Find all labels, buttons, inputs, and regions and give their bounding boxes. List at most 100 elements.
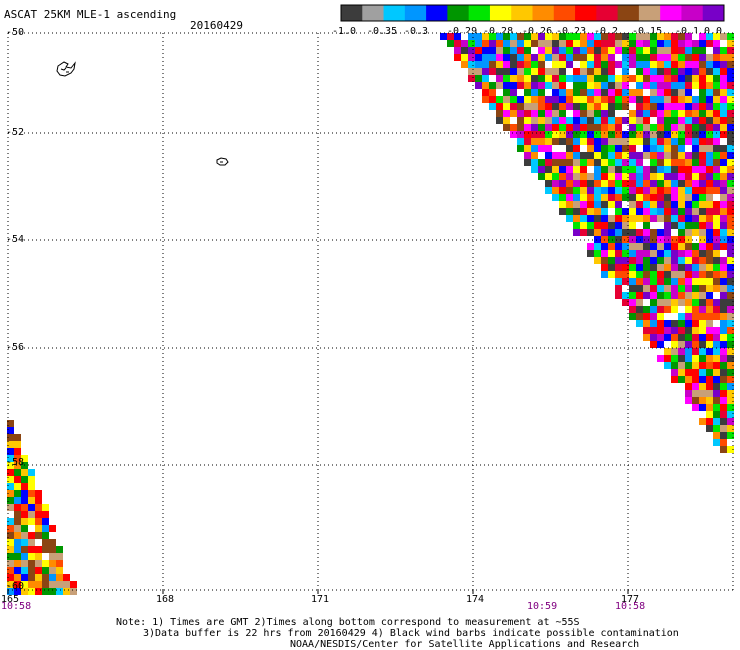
swath-cell (629, 306, 636, 313)
swath-cell (657, 33, 664, 40)
swath-cell (650, 138, 657, 145)
lat-label: -52 (6, 127, 25, 138)
swath-cell (496, 117, 503, 124)
swath-cell (608, 236, 615, 243)
swath-cell (594, 82, 601, 89)
swath-cell (650, 33, 657, 40)
swath-cell (643, 299, 650, 306)
swath-cell (545, 40, 552, 47)
swath-cell (650, 173, 657, 180)
swath-cell (503, 117, 510, 124)
swath-cell (28, 581, 35, 588)
swath-cell (664, 355, 671, 362)
swath-cell (678, 292, 685, 299)
swath-cell (42, 511, 49, 518)
swath-cell (685, 96, 692, 103)
swath-cell (713, 33, 720, 40)
chart-title: ASCAT 25KM MLE-1 ascending (4, 8, 177, 21)
swath-cell (42, 560, 49, 567)
swath-cell (713, 390, 720, 397)
swath-cell (727, 390, 734, 397)
swath-cell (608, 61, 615, 68)
swath-cell (503, 75, 510, 82)
swath-cell (678, 152, 685, 159)
swath-cell (650, 208, 657, 215)
swath-cell (629, 313, 636, 320)
swath-cell (699, 404, 706, 411)
swath-cell (657, 264, 664, 271)
swath-cell (706, 124, 713, 131)
swath-cell (664, 54, 671, 61)
swath-cell (482, 47, 489, 54)
swath-cell (685, 271, 692, 278)
swath-cell (622, 61, 629, 68)
swath-cell (678, 54, 685, 61)
swath-cell (643, 201, 650, 208)
swath-cell (727, 236, 734, 243)
swath-cell (685, 292, 692, 299)
swath-cell (517, 96, 524, 103)
swath-cell (692, 194, 699, 201)
swath-cell (636, 159, 643, 166)
swath-cell (573, 68, 580, 75)
swath-cell (28, 567, 35, 574)
swath-cell (524, 96, 531, 103)
swath-cell (615, 75, 622, 82)
swath-cell (664, 166, 671, 173)
swath-cell (671, 299, 678, 306)
swath-cell (706, 236, 713, 243)
swath-cell (657, 187, 664, 194)
swath-cell (524, 89, 531, 96)
swath-cell (664, 68, 671, 75)
swath-cell (643, 124, 650, 131)
swath-cell (720, 404, 727, 411)
swath-cell (622, 103, 629, 110)
swath-cell (699, 243, 706, 250)
swath-cell (657, 229, 664, 236)
swath-cell (636, 222, 643, 229)
swath-cell (482, 75, 489, 82)
swath-cell (42, 553, 49, 560)
swath-cell (657, 341, 664, 348)
swath-cell (713, 334, 720, 341)
swath-cell (678, 110, 685, 117)
swath-cell (531, 75, 538, 82)
colorbar-swatch (362, 5, 384, 21)
swath-cell (461, 33, 468, 40)
swath-cell (608, 47, 615, 54)
swath-cell (517, 75, 524, 82)
swath-cell (650, 264, 657, 271)
swath-cell (685, 89, 692, 96)
swath-cell (678, 306, 685, 313)
swath-cell (545, 173, 552, 180)
swath-cell (636, 285, 643, 292)
swath-cell (594, 236, 601, 243)
swath-cell (482, 96, 489, 103)
swath-cell (720, 446, 727, 453)
swath-cell (671, 103, 678, 110)
swath-cell (552, 180, 559, 187)
swath-cell (720, 425, 727, 432)
swath-cell (664, 33, 671, 40)
swath-cell (706, 313, 713, 320)
swath-cell (685, 131, 692, 138)
swath-cell (21, 553, 28, 560)
swath-cell (685, 152, 692, 159)
time-label: 10:59 (527, 601, 558, 612)
swath-cell (615, 292, 622, 299)
swath-cell (538, 173, 545, 180)
swath-cell (713, 439, 720, 446)
swath-cell (531, 61, 538, 68)
swath-cell (615, 173, 622, 180)
swath-cell (21, 539, 28, 546)
swath-cell (7, 476, 14, 483)
swath-cell (615, 103, 622, 110)
swath-cell (566, 159, 573, 166)
swath-cell (629, 243, 636, 250)
swath-cell (727, 292, 734, 299)
swath-cell (699, 222, 706, 229)
swath-cell (636, 103, 643, 110)
swath-cell (727, 124, 734, 131)
swath-cell (643, 250, 650, 257)
swath-cell (545, 75, 552, 82)
